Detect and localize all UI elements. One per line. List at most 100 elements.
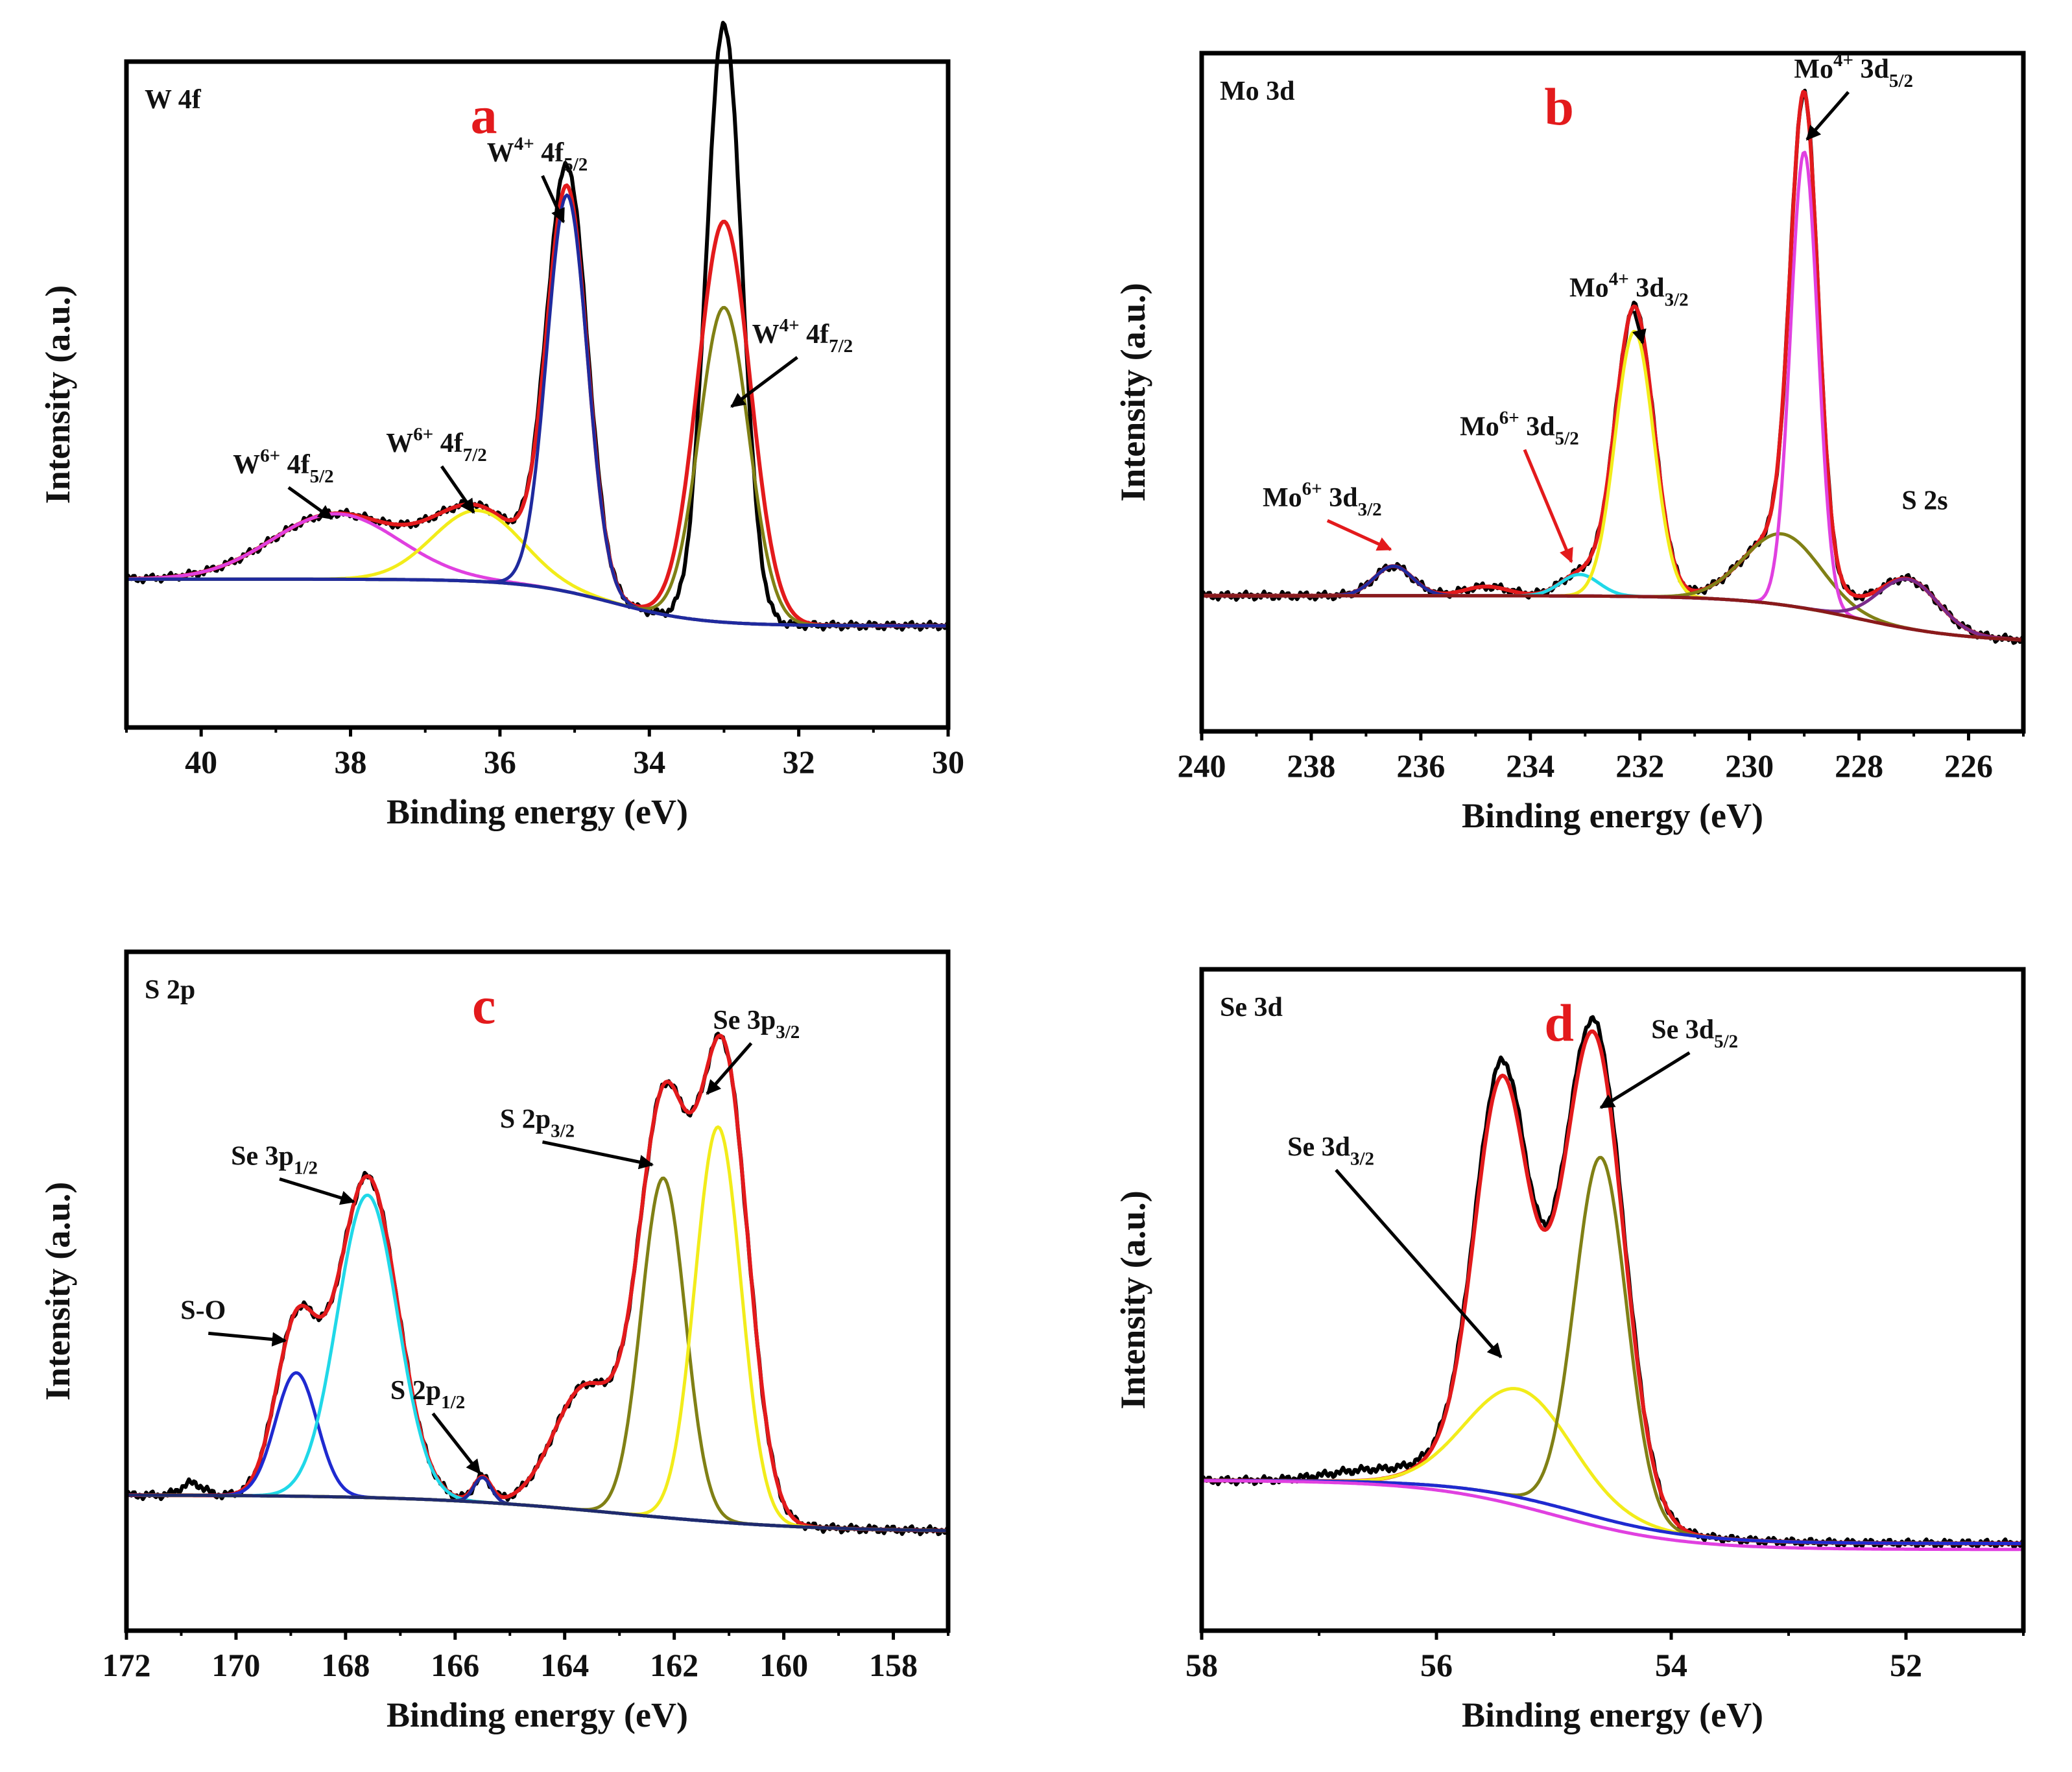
peak-annotation: W6+ 4f5/2: [233, 445, 334, 487]
series-line-raw: [1200, 1015, 2025, 1550]
annotation-base: S-O: [180, 1295, 226, 1325]
plot-area: [1200, 1015, 2025, 1552]
annotation-subscript: 5/2: [1714, 1032, 1738, 1052]
annotation-superscript: 6+: [1499, 408, 1519, 429]
annotation-arrow: [1632, 310, 1647, 345]
x-tick-label: 162: [650, 1647, 698, 1683]
annotation-base: Mo: [1569, 274, 1609, 303]
x-tick-label: 30: [932, 744, 964, 780]
annotation-arrow: [706, 1042, 753, 1095]
annotation-subscript: 1/2: [441, 1392, 465, 1413]
annotation-subscript: 3/2: [776, 1022, 800, 1043]
series-line-s-2s: [1202, 577, 2024, 642]
x-tick-label: 32: [783, 744, 815, 780]
annotation-superscript: 6+: [260, 445, 280, 466]
annotation-rest: 4f: [433, 429, 464, 458]
x-tick-label: 236: [1396, 748, 1445, 784]
panel-letter: b: [1544, 77, 1574, 136]
peak-annotation: Se 3d3/2: [1287, 1132, 1374, 1169]
x-tick-label: 158: [869, 1647, 918, 1683]
x-tick-label: 58: [1185, 1647, 1218, 1683]
series-line-mo4-3d5-2: [1202, 150, 2024, 642]
y-axis-label: Intensity (a.u.): [38, 1182, 77, 1401]
annotation-base: S 2s: [1901, 486, 1947, 516]
annotation-subscript: 3/2: [1358, 499, 1382, 520]
annotation-arrow: [440, 465, 475, 514]
annotation-superscript: 4+: [780, 315, 800, 336]
y-axis-label: Intensity (a.u.): [1113, 1190, 1152, 1410]
annotation-subscript: 3/2: [1350, 1148, 1374, 1169]
plot-frame: [124, 949, 951, 1633]
x-tick-label: 238: [1287, 748, 1335, 784]
panel-letter: c: [472, 976, 495, 1035]
plot-frame: [124, 59, 951, 730]
annotation-subscript: 3/2: [1665, 290, 1689, 311]
panel-letter: a: [471, 86, 497, 145]
annotation-base: W: [487, 138, 514, 168]
plot-area: [1200, 88, 2025, 645]
series-line-background: [126, 1493, 948, 1533]
series-line-envelope: [1201, 89, 2024, 642]
core-level-label: S 2p: [145, 975, 195, 1005]
x-tick-label: 240: [1178, 748, 1226, 784]
annotation-base: Se 3d: [1287, 1132, 1350, 1162]
x-tick-label: 166: [431, 1647, 479, 1683]
annotation-subscript: 5/2: [564, 154, 588, 175]
annotation-arrow: [1599, 1051, 1691, 1109]
x-tick-label: 172: [102, 1647, 151, 1683]
peak-annotation: Mo6+ 3d3/2: [1263, 478, 1382, 520]
x-tick-label: 160: [759, 1647, 808, 1683]
annotation-superscript: 4+: [1833, 50, 1853, 71]
x-axis-label: Binding energy (eV): [387, 792, 688, 831]
peak-annotation: Se 3p1/2: [231, 1141, 318, 1178]
annotation-arrow: [730, 356, 798, 408]
x-axis-label: Binding energy (eV): [1462, 1695, 1763, 1734]
annotation-arrow: [1523, 449, 1573, 563]
annotation-rest: 4f: [280, 450, 311, 480]
annotation-subscript: 3/2: [551, 1120, 575, 1141]
peak-annotation: S-O: [180, 1295, 226, 1325]
x-tick-label: 170: [211, 1647, 260, 1683]
plot-area: [125, 1032, 950, 1537]
annotation-base: Mo: [1794, 54, 1833, 84]
core-level-label: W 4f: [145, 85, 202, 115]
annotation-rest: 4f: [800, 320, 830, 349]
y-axis-label: Intensity (a.u.): [38, 285, 77, 504]
annotation-subscript: 5/2: [1555, 429, 1579, 449]
annotation-superscript: 4+: [514, 134, 534, 154]
series-line-background: [126, 577, 948, 628]
x-tick-label: 230: [1725, 748, 1774, 784]
x-tick-label: 34: [633, 744, 665, 780]
peak-annotation: S 2p1/2: [390, 1376, 465, 1413]
x-tick-label: 56: [1420, 1647, 1453, 1683]
core-level-label: Mo 3d: [1220, 77, 1295, 106]
panel-letter: d: [1544, 993, 1574, 1052]
annotation-arrow: [1326, 519, 1392, 551]
annotation-base: S 2p: [500, 1104, 551, 1134]
peak-annotation: Se 3d5/2: [1651, 1015, 1738, 1052]
annotation-arrow: [542, 1140, 654, 1170]
x-tick-label: 168: [321, 1647, 370, 1683]
x-tick-label: 226: [1944, 748, 1993, 784]
x-tick-label: 232: [1615, 748, 1664, 784]
x-tick-label: 164: [540, 1647, 589, 1683]
annotation-rest: 3d: [1322, 483, 1358, 513]
annotation-base: W: [386, 429, 413, 458]
panel-b: 240 238 236 234 232 230 228 226 Binding energy (…: [1113, 50, 2026, 835]
annotation-rest: 3d: [1629, 274, 1665, 303]
annotation-rest: 3d: [1519, 412, 1555, 442]
annotation-superscript: 6+: [1302, 478, 1322, 499]
annotation-subscript: 7/2: [829, 336, 853, 357]
x-tick-label: 52: [1890, 1647, 1922, 1683]
annotation-arrow: [279, 1177, 355, 1205]
series-line-background-1: [1202, 1478, 2023, 1545]
annotation-arrow: [541, 175, 566, 224]
y-axis-label: Intensity (a.u.): [1113, 283, 1152, 502]
annotation-subscript: 5/2: [1889, 71, 1913, 91]
core-level-label: Se 3d: [1220, 993, 1283, 1022]
peak-annotation: S 2s: [1901, 486, 1947, 516]
peak-annotation: W4+ 4f5/2: [487, 134, 588, 175]
peak-annotation: S 2p3/2: [500, 1104, 575, 1141]
annotation-arrow: [1805, 91, 1850, 141]
